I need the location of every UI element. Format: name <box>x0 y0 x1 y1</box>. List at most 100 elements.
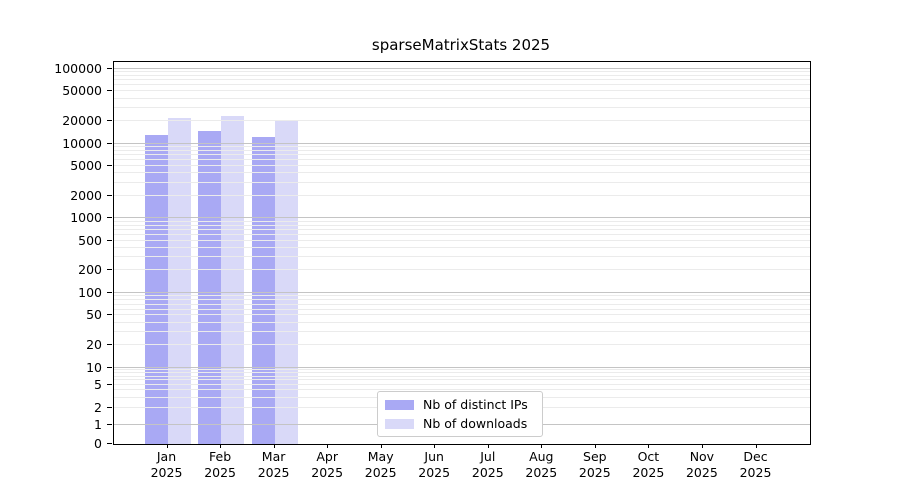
y-tick-mark <box>107 239 112 241</box>
y-tick-label: 1 <box>94 416 102 432</box>
y-tick-label: 20 <box>86 337 102 353</box>
x-tick-mark <box>701 444 703 448</box>
y-tick-label: 10000 <box>62 135 102 151</box>
gridline-minor <box>114 303 810 305</box>
y-tick-mark <box>107 120 112 122</box>
y-tick-label: 5000 <box>70 158 102 173</box>
x-tick-label-jul: Jul 2025 <box>471 449 504 480</box>
y-tick-label: 5 <box>94 376 102 392</box>
y-tick-mark <box>107 423 112 425</box>
gridline-minor <box>114 308 810 310</box>
y-tick-label: 500 <box>78 232 102 248</box>
gridline-minor <box>114 154 810 156</box>
x-tick-mark <box>166 444 168 448</box>
gridline-minor <box>114 369 810 371</box>
gridline-minor <box>114 90 810 92</box>
x-tick-mark <box>220 444 222 448</box>
x-tick-label-jun: Jun 2025 <box>418 449 451 480</box>
gridline-minor <box>114 256 810 258</box>
chart-title: sparseMatrixStats 2025 <box>371 36 551 54</box>
y-tick-label: 2000 <box>70 187 102 203</box>
x-tick-mark <box>541 444 543 448</box>
gridline-minor <box>114 79 810 81</box>
gridline-minor <box>114 239 810 241</box>
gridline-minor <box>114 372 810 374</box>
y-tick-label: 100000 <box>54 60 102 76</box>
gridline-minor <box>114 120 810 122</box>
gridline-minor <box>114 165 810 166</box>
x-tick-label-oct: Oct 2025 <box>632 449 665 480</box>
x-tick-label-jan: Jan 2025 <box>150 449 183 480</box>
gridline-minor <box>114 269 810 271</box>
x-tick-mark <box>594 444 596 448</box>
gridline-minor <box>114 375 810 377</box>
x-tick-label-may: May 2025 <box>364 449 397 480</box>
gridline-minor <box>114 181 810 183</box>
x-tick-label-aug: Aug 2025 <box>525 449 558 480</box>
legend-label-downloads: Nb of downloads <box>423 416 528 431</box>
y-tick-mark <box>107 194 112 196</box>
gridline-minor <box>114 331 810 332</box>
x-tick-label-apr: Apr 2025 <box>311 449 344 480</box>
y-tick-mark <box>107 165 112 166</box>
x-tick-mark <box>755 444 757 448</box>
y-tick-mark <box>107 291 112 293</box>
legend-swatch-distinct-ips <box>385 399 414 410</box>
bar-distinct-ips-feb <box>198 131 222 444</box>
bar-distinct-ips-mar <box>251 136 275 444</box>
x-tick-mark <box>273 444 275 448</box>
gridline-minor <box>114 314 810 316</box>
gridline-major <box>114 217 810 219</box>
legend-swatch-downloads <box>385 418 414 429</box>
bar-downloads-feb <box>221 116 245 444</box>
y-tick-label: 0 <box>94 436 102 451</box>
bar-downloads-jan <box>167 118 191 444</box>
x-tick-label-nov: Nov 2025 <box>685 449 718 480</box>
gridline-minor <box>114 149 810 151</box>
y-tick-mark <box>107 406 112 408</box>
x-tick-label-sep: Sep 2025 <box>578 449 611 480</box>
x-tick-mark <box>487 444 489 448</box>
gridline-minor <box>114 97 810 99</box>
y-tick-label: 50000 <box>62 83 102 99</box>
gridline-minor <box>114 389 810 391</box>
gridline-minor <box>114 75 810 77</box>
gridline-minor <box>114 247 810 248</box>
gridline-minor <box>114 194 810 196</box>
y-tick-mark <box>107 383 112 385</box>
x-tick-mark <box>380 444 382 448</box>
gridline-major <box>114 291 810 293</box>
x-tick-label-feb: Feb 2025 <box>204 449 236 480</box>
y-tick-label: 50 <box>86 307 102 323</box>
legend-row-downloads: Nb of downloads <box>385 416 533 431</box>
gridline-minor <box>114 106 810 108</box>
gridline-minor <box>114 299 810 301</box>
x-tick-mark <box>648 444 650 448</box>
gridline-minor <box>114 233 810 235</box>
gridline-minor <box>114 224 810 226</box>
legend-label-distinct-ips: Nb of distinct IPs <box>423 397 528 412</box>
y-tick-label: 2 <box>94 399 102 415</box>
y-tick-label: 1000 <box>70 210 102 226</box>
y-tick-mark <box>107 67 112 69</box>
y-tick-label: 100 <box>78 284 102 300</box>
y-tick-mark <box>107 269 112 271</box>
legend: Nb of distinct IPs Nb of downloads <box>377 391 543 437</box>
gridline-major <box>114 142 810 144</box>
gridline-minor <box>114 146 810 147</box>
gridline-minor <box>114 84 810 86</box>
y-tick-label: 200 <box>78 262 102 278</box>
gridline-minor <box>114 159 810 161</box>
gridline-minor <box>114 321 810 323</box>
x-tick-label-mar: Mar 2025 <box>257 449 290 480</box>
y-tick-mark <box>107 344 112 346</box>
legend-row-distinct-ips: Nb of distinct IPs <box>385 397 533 412</box>
y-tick-mark <box>107 142 112 144</box>
gridline-minor <box>114 379 810 381</box>
y-tick-mark <box>107 314 112 316</box>
x-tick-mark <box>327 444 329 448</box>
gridline-minor <box>114 344 810 346</box>
gridline-minor <box>114 383 810 385</box>
y-tick-mark <box>107 366 112 368</box>
